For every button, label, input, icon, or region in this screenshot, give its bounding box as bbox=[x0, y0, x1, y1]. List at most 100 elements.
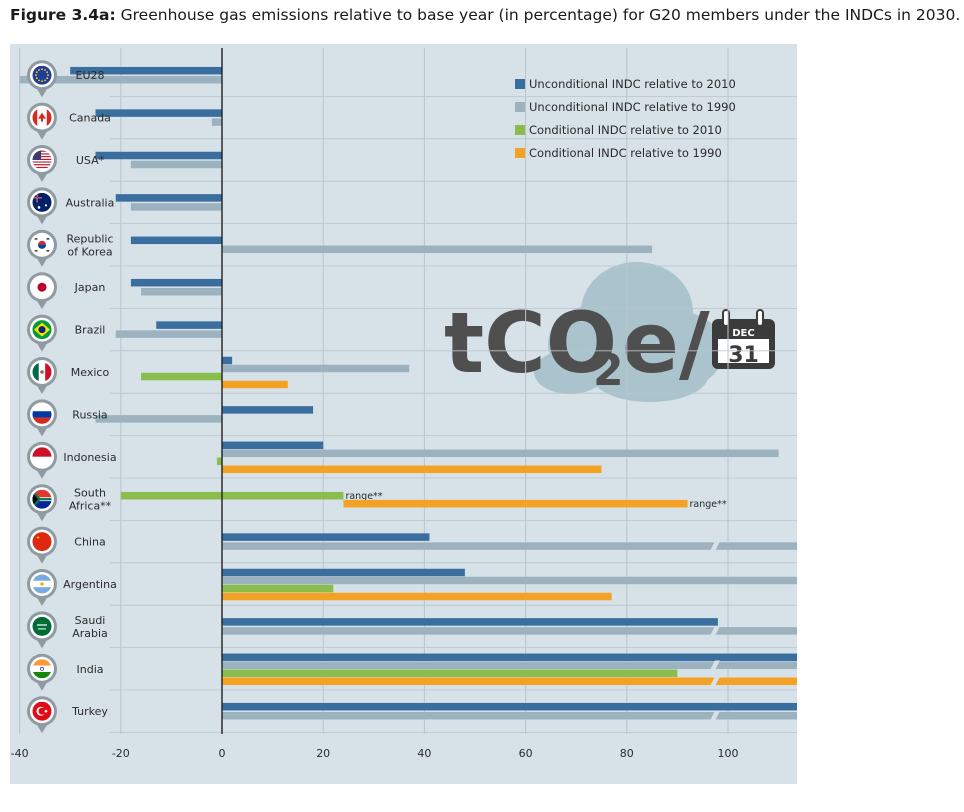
indonesia-flag-icon bbox=[32, 447, 52, 467]
country-label: Republic bbox=[66, 232, 113, 245]
figure-label: Figure 3.4a: bbox=[10, 6, 116, 24]
bar-c1990 bbox=[222, 592, 612, 601]
bar-u1990 bbox=[130, 203, 222, 211]
country-label: of Korea bbox=[67, 245, 112, 258]
bar-u1990 bbox=[222, 627, 964, 635]
bar-c2010 bbox=[222, 584, 334, 593]
x-tick-label: -20 bbox=[112, 747, 130, 760]
bar-u1990 bbox=[115, 330, 222, 338]
country-label: Indonesia bbox=[63, 451, 116, 464]
bar-u2010 bbox=[95, 151, 222, 160]
russia-flag-icon bbox=[32, 404, 52, 424]
bar-u1990 bbox=[141, 287, 222, 296]
bar-c1990 bbox=[343, 499, 688, 508]
india-flag-icon bbox=[32, 659, 52, 679]
bar-u1990 bbox=[222, 661, 964, 670]
bar-u2010 bbox=[222, 702, 964, 711]
country-label: Brazil bbox=[75, 324, 106, 337]
bar-u2010 bbox=[156, 321, 222, 329]
pin-india bbox=[27, 653, 57, 691]
x-tick-label: 40 bbox=[417, 747, 431, 760]
pin-korea bbox=[27, 229, 57, 267]
pin-turkey bbox=[27, 696, 57, 734]
bar-u1990 bbox=[222, 576, 799, 585]
cloud-shape bbox=[534, 350, 606, 394]
legend-swatch-c2010 bbox=[515, 125, 525, 135]
pin-saudi bbox=[27, 611, 57, 649]
bar-u1990 bbox=[211, 118, 222, 126]
pin-australia bbox=[27, 187, 57, 225]
legend-swatch-u2010 bbox=[515, 79, 525, 89]
x-tick-label: 60 bbox=[519, 747, 533, 760]
country-label: South bbox=[74, 487, 106, 500]
japan-flag-icon bbox=[32, 277, 52, 297]
bar-value-label: range** bbox=[345, 491, 382, 502]
southafrica-flag-icon bbox=[32, 489, 52, 509]
country-label: Argentina bbox=[63, 578, 117, 591]
bar-u2010 bbox=[222, 568, 465, 577]
bar-break-mark bbox=[710, 676, 720, 687]
grid-lines bbox=[19, 48, 964, 734]
bar-c1990 bbox=[222, 677, 964, 686]
pin-japan bbox=[27, 272, 57, 310]
country-label: Russia bbox=[72, 408, 107, 421]
bar-value-label: range** bbox=[690, 499, 727, 510]
saudi-flag-icon bbox=[32, 616, 52, 636]
bar-c2010 bbox=[216, 457, 222, 466]
bar-break-mark bbox=[710, 626, 720, 636]
x-tick-label: 80 bbox=[620, 747, 634, 760]
pin-indonesia bbox=[27, 441, 57, 479]
pin-brazil bbox=[27, 314, 57, 352]
bar-u2010 bbox=[130, 236, 222, 245]
bar-u1990 bbox=[95, 415, 222, 423]
eu-flag-icon bbox=[32, 65, 52, 85]
legend-swatch-c1990 bbox=[515, 148, 525, 158]
bar-c1990 bbox=[222, 465, 602, 474]
pin-usa bbox=[27, 145, 57, 182]
logo-text-e: e/ bbox=[622, 294, 710, 392]
bar-u2010 bbox=[130, 278, 222, 287]
bars-group: range**range**331466353289314 bbox=[19, 66, 964, 721]
bar-u2010 bbox=[70, 66, 222, 75]
pin-china bbox=[27, 526, 57, 564]
bar-u2010 bbox=[95, 109, 222, 117]
figure-title: Figure 3.4a: Greenhouse gas emissions re… bbox=[10, 6, 960, 24]
bar-u2010 bbox=[222, 653, 835, 662]
legend-label-u1990: Unconditional INDC relative to 1990 bbox=[529, 100, 736, 114]
pin-canada bbox=[27, 102, 57, 140]
china-flag-icon bbox=[32, 532, 52, 552]
x-tick-label: -40 bbox=[11, 747, 29, 760]
bar-u1990 bbox=[222, 245, 653, 254]
bar-u1990 bbox=[130, 160, 222, 169]
country-label: Saudi bbox=[75, 614, 106, 627]
pin-mexico bbox=[27, 357, 57, 394]
bar-u1990 bbox=[222, 542, 964, 550]
country-label: Australia bbox=[66, 196, 115, 209]
bar-break-mark bbox=[710, 660, 720, 671]
canada-flag-icon bbox=[32, 108, 52, 128]
x-tick-label: 20 bbox=[316, 747, 330, 760]
legend-swatch-u1990 bbox=[515, 102, 525, 112]
legend-label-u2010: Unconditional INDC relative to 2010 bbox=[529, 77, 736, 91]
bar-u2010 bbox=[222, 441, 324, 450]
korea-flag-icon bbox=[32, 235, 52, 255]
country-label: Japan bbox=[74, 281, 106, 294]
country-label: India bbox=[77, 663, 104, 676]
pin-eu bbox=[27, 60, 57, 98]
country-label: China bbox=[74, 536, 105, 549]
calendar-ring bbox=[756, 309, 764, 327]
bar-c2010 bbox=[222, 669, 678, 678]
logo-text-tco: tCO bbox=[444, 294, 617, 392]
country-label: Canada bbox=[69, 112, 111, 125]
bar-u1990 bbox=[222, 711, 964, 720]
figure-caption: Greenhouse gas emissions relative to bas… bbox=[120, 6, 961, 24]
bar-u2010 bbox=[222, 533, 430, 541]
bar-u2010 bbox=[222, 356, 233, 365]
pin-southafrica bbox=[27, 484, 57, 522]
country-label: USA* bbox=[76, 154, 105, 167]
bar-u1990 bbox=[19, 75, 222, 84]
mexico-flag-icon bbox=[32, 362, 52, 382]
usa-flag-icon bbox=[32, 150, 52, 170]
